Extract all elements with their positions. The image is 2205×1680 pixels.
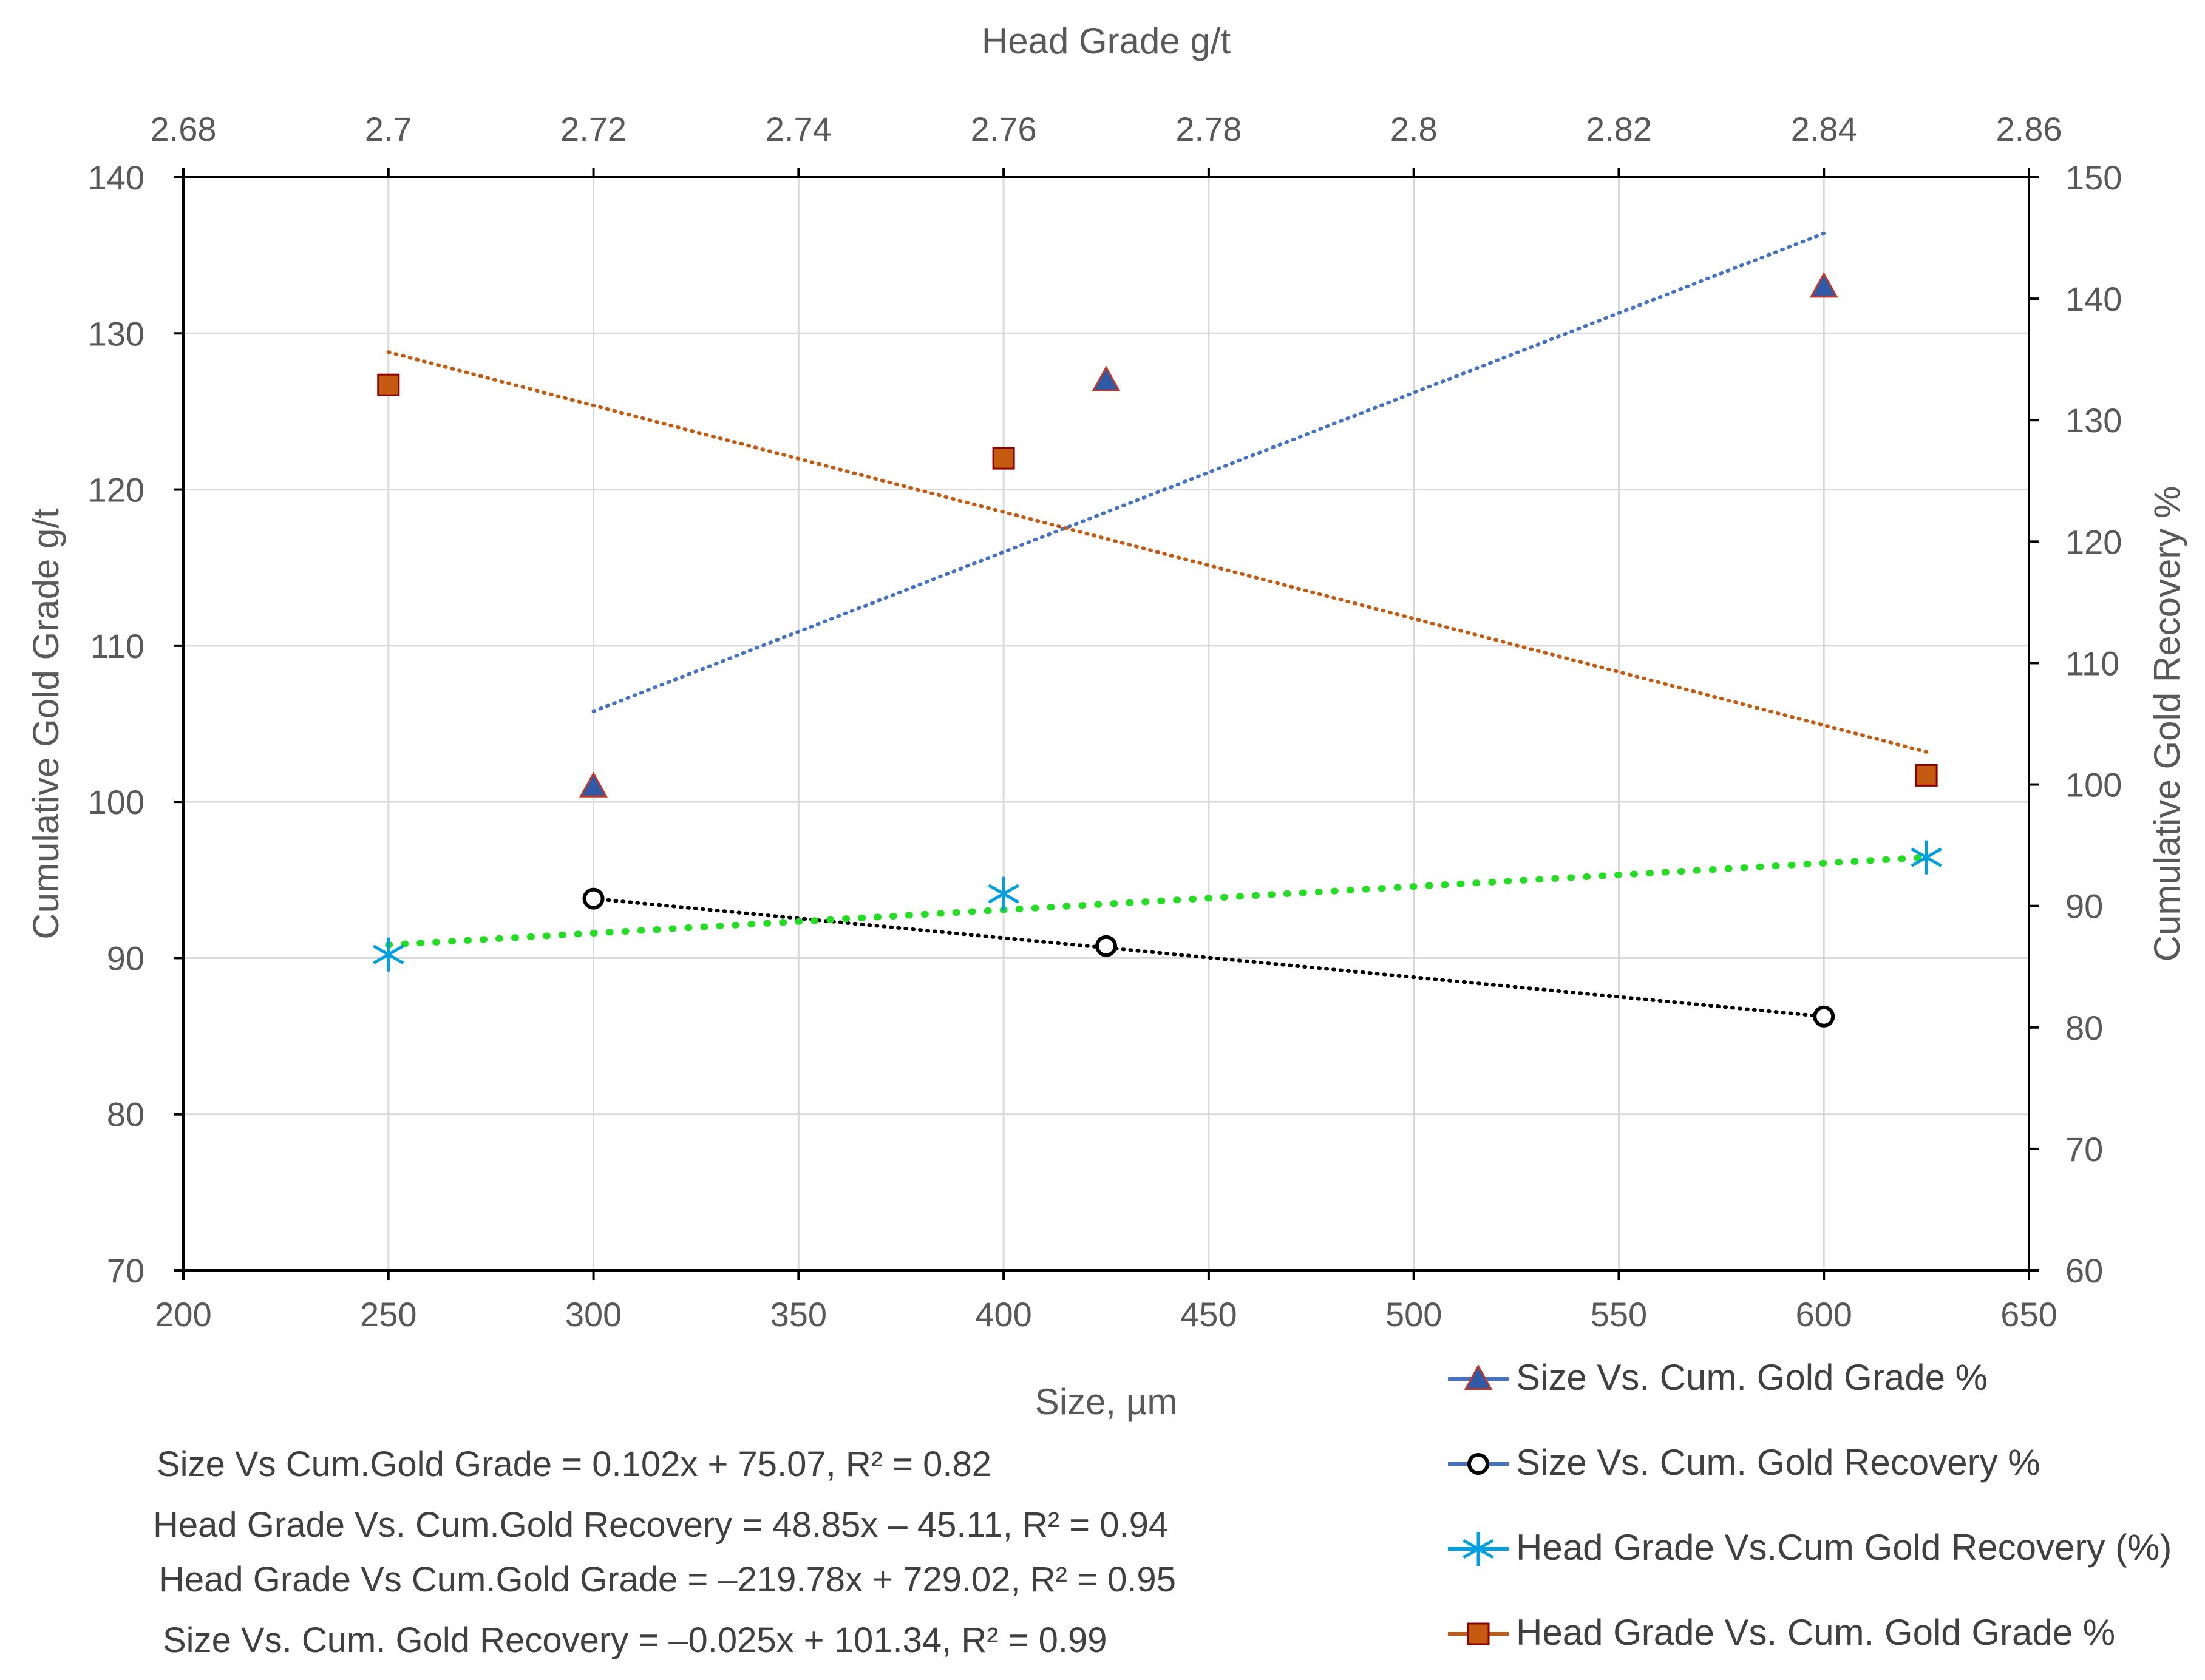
star-stroke <box>988 884 1019 904</box>
legend-label: Size Vs. Cum. Gold Recovery % <box>1516 1442 2040 1483</box>
y-left-tick-label: 130 <box>88 314 144 353</box>
trendline-equations: Size Vs Cum.Gold Grade = 0.102x + 75.07,… <box>153 1445 1176 1660</box>
point-series-3 <box>373 937 404 972</box>
x-top-tick-label: 2.74 <box>766 110 832 148</box>
legend-marker-icon <box>1467 1622 1490 1645</box>
data-marks <box>373 272 1942 1028</box>
x-bottom-tick-label: 250 <box>360 1295 416 1333</box>
x-top-axis-title: Head Grade g/t <box>982 21 1231 61</box>
point-series-2 <box>1095 935 1117 957</box>
x-bottom-tick-label: 650 <box>2000 1295 2057 1333</box>
trendline-series-3 <box>385 854 1930 949</box>
trendline-series-1 <box>591 231 1826 713</box>
legend-label: Head Grade Vs.Cum Gold Recovery (%) <box>1516 1527 2172 1568</box>
legend-entry-size-recovery: Size Vs. Cum. Gold Recovery % <box>1448 1442 2040 1483</box>
grid <box>182 176 2030 1272</box>
point-series-2 <box>582 887 605 910</box>
axes <box>174 168 2039 1280</box>
legend: Size Vs. Cum. Gold Grade % Size Vs. Cum.… <box>1448 1357 2172 1653</box>
star-stroke <box>1463 1539 1494 1559</box>
x-top-tick-label: 2.68 <box>151 110 217 148</box>
x-top-tick-label: 2.8 <box>1390 110 1438 148</box>
y-right-tick-label: 130 <box>2065 401 2122 439</box>
x-bottom-tick-label: 550 <box>1591 1295 1647 1333</box>
point-series-3 <box>988 876 1019 911</box>
legend-marker-icon <box>1463 1532 1494 1566</box>
point-series-1 <box>579 771 608 798</box>
legend-label: Head Grade Vs. Cum. Gold Grade % <box>1516 1612 2115 1653</box>
x-top-tick-label: 2.78 <box>1175 110 1242 148</box>
x-bottom-tick-label: 400 <box>975 1295 1031 1333</box>
point-series-4 <box>1915 764 1938 787</box>
x-bottom-tick-label: 600 <box>1796 1295 1852 1333</box>
y-right-tick-label: 80 <box>2065 1009 2103 1047</box>
x-bottom-tick-label: 450 <box>1180 1295 1237 1333</box>
legend-entry-size-grade: Size Vs. Cum. Gold Grade % <box>1448 1357 1988 1398</box>
star-stroke <box>373 944 404 964</box>
y-left-tick-label: 90 <box>107 939 144 977</box>
legend-entry-head-recovery: Head Grade Vs.Cum Gold Recovery (%) <box>1448 1527 2172 1568</box>
y-left-tick-label: 140 <box>88 158 144 197</box>
x-top-tick-label: 2.7 <box>365 110 412 148</box>
y-right-tick-label: 140 <box>2065 280 2122 318</box>
y-left-axis-title: Cumulative Gold Grade g/t <box>25 508 66 940</box>
trendlines <box>385 231 1930 1018</box>
equation-1: Size Vs Cum.Gold Grade = 0.102x + 75.07,… <box>157 1445 991 1484</box>
x-bottom-tick-label: 350 <box>770 1295 827 1333</box>
tick-labels: 200 250 300 350 400 450 500 550 600 650 2.68 2.7 2.7… <box>88 110 2122 1333</box>
equation-4: Size Vs. Cum. Gold Recovery = –0.025x + … <box>163 1621 1107 1660</box>
point-series-4 <box>992 447 1015 470</box>
x-bottom-axis-title: Size, µm <box>1035 1381 1178 1422</box>
point-series-3 <box>1911 840 1942 875</box>
x-bottom-tick-label: 200 <box>155 1295 211 1333</box>
y-right-tick-label: 100 <box>2065 766 2122 804</box>
y-right-axis-title: Cumulative Gold Recovery % <box>2147 486 2187 962</box>
y-left-tick-label: 110 <box>90 627 144 665</box>
legend-entry-head-grade: Head Grade Vs. Cum. Gold Grade % <box>1448 1612 2115 1653</box>
equation-2: Head Grade Vs. Cum.Gold Recovery = 48.85… <box>153 1505 1168 1545</box>
y-right-tick-label: 110 <box>2065 644 2119 682</box>
y-right-tick-label: 90 <box>2065 887 2103 926</box>
y-left-tick-label: 120 <box>88 471 144 509</box>
star-stroke <box>1911 847 1942 867</box>
y-left-tick-label: 70 <box>107 1252 144 1290</box>
y-left-tick-label: 80 <box>107 1096 144 1134</box>
y-right-tick-label: 70 <box>2065 1130 2103 1168</box>
legend-marker-icon <box>1467 1453 1489 1475</box>
point-series-1 <box>1092 365 1121 391</box>
y-right-tick-label: 120 <box>2065 523 2122 561</box>
y-right-tick-label: 150 <box>2065 158 2122 197</box>
point-series-1 <box>1809 272 1838 298</box>
legend-marker-icon <box>1464 1364 1493 1390</box>
y-left-tick-label: 100 <box>88 783 144 821</box>
x-top-tick-label: 2.76 <box>971 110 1037 148</box>
y-right-tick-label: 60 <box>2065 1252 2103 1290</box>
x-top-tick-label: 2.82 <box>1586 110 1652 148</box>
x-bottom-tick-label: 300 <box>565 1295 622 1333</box>
x-top-tick-label: 2.86 <box>1996 110 2062 148</box>
x-bottom-tick-label: 500 <box>1385 1295 1442 1333</box>
x-top-tick-label: 2.84 <box>1791 110 1857 148</box>
equation-3: Head Grade Vs Cum.Gold Grade = –219.78x … <box>159 1560 1176 1599</box>
point-series-2 <box>1813 1005 1835 1028</box>
legend-label: Size Vs. Cum. Gold Grade % <box>1516 1357 1988 1398</box>
trendline-series-4 <box>386 350 1929 754</box>
x-top-tick-label: 2.72 <box>560 110 627 148</box>
point-series-4 <box>377 373 400 396</box>
